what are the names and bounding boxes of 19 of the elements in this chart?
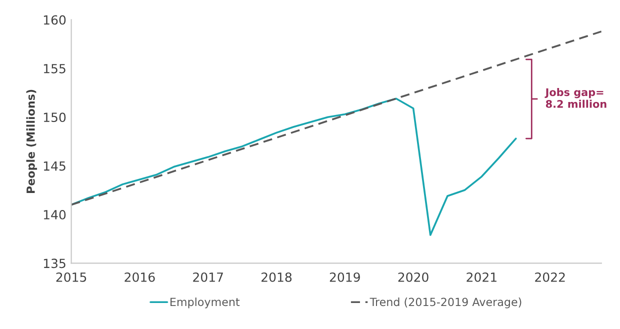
- line-series: [71, 98, 517, 236]
- x-tick-label: 2020: [398, 272, 428, 282]
- legend-label: Trend (2015-2019 Average): [370, 298, 522, 308]
- x-tick-label: 2015: [56, 272, 86, 282]
- x-tick-label: 2017: [193, 272, 223, 282]
- y-tick-label: 150: [44, 112, 66, 122]
- y-tick-label: 140: [44, 210, 66, 220]
- x-tick-label: 2018: [262, 272, 292, 282]
- x-tick-label: 2019: [330, 272, 360, 282]
- y-tick-label: 160: [44, 15, 66, 25]
- y-tick-label: 135: [44, 258, 66, 268]
- x-tick-label: 2022: [535, 272, 565, 282]
- y-tick-label: 155: [44, 64, 66, 74]
- y-axis-title: People (Millions): [26, 90, 38, 193]
- y-tick-label: 145: [44, 161, 66, 171]
- x-tick-label: 2016: [124, 272, 155, 282]
- legend-label: Employment: [170, 298, 240, 308]
- x-tick-label: 2021: [466, 272, 496, 282]
- annotation: Jobs gap= 8.2 million: [544, 88, 606, 108]
